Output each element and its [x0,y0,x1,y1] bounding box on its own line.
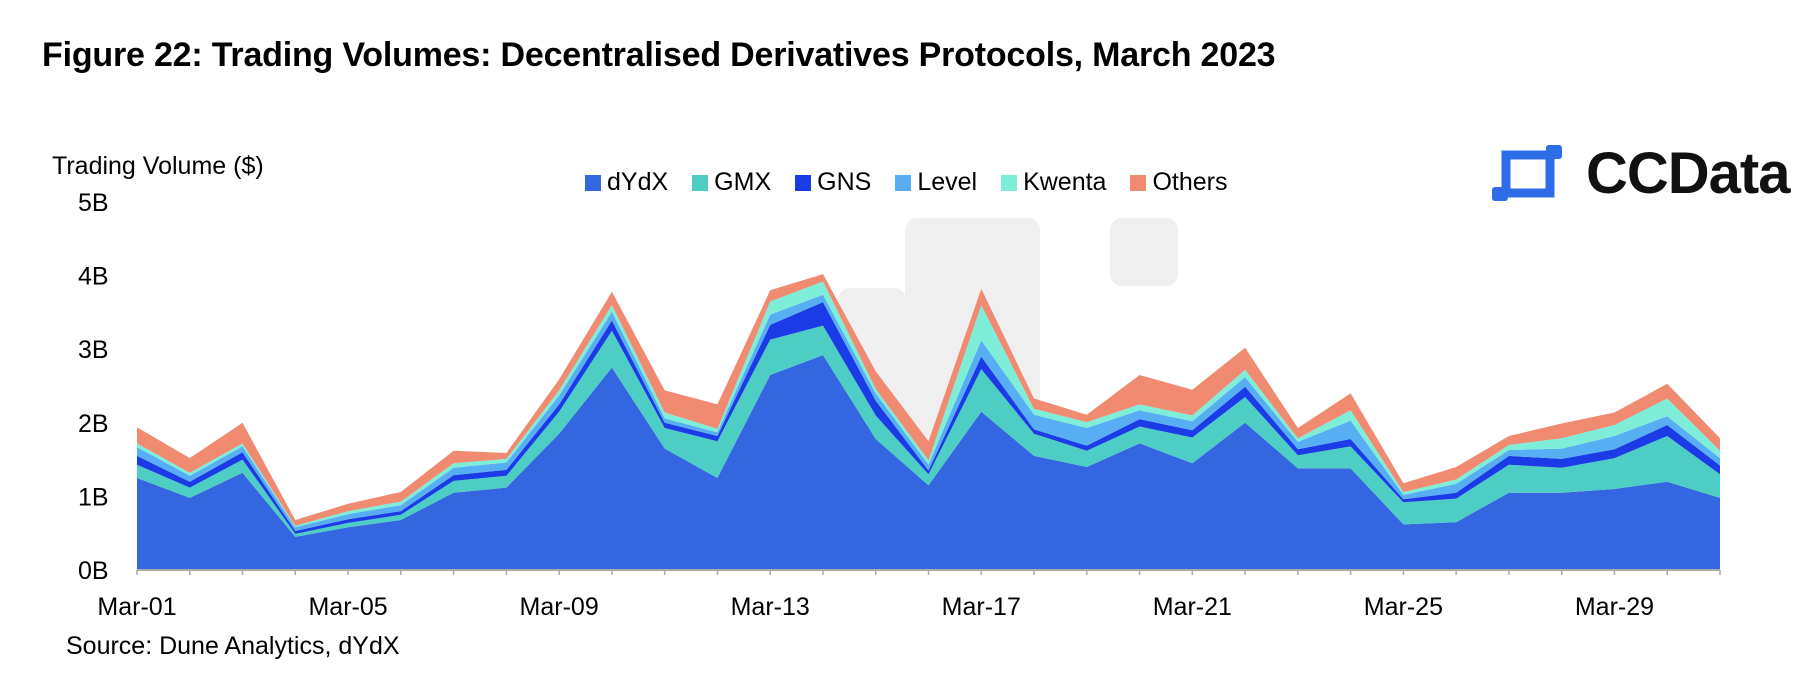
stacked-areas [137,274,1720,570]
legend-label-gns: GNS [817,168,872,196]
legend-label-dydx: dYdX [607,168,669,196]
x-tick-label: Mar-13 [731,593,810,621]
legend-item-others: Others [1130,168,1228,197]
y-tick-label: 2B [78,410,109,438]
legend-swatch-level [895,174,912,191]
legend-label-others: Others [1152,168,1228,196]
chart-axes: 0B 1B 2B 3B 4B 5B Mar-01 Mar-05 Mar-09 Mar-13 Mar-… [78,189,1721,621]
ccdata-logo-text: CCData [1586,141,1790,206]
x-tick-label: Mar-05 [308,593,387,621]
x-tick-label: Mar-25 [1364,593,1443,621]
legend-swatch-kwenta [1001,174,1018,191]
area-dydx [137,355,1720,570]
legend-label-level: Level [917,168,978,196]
legend-swatch-others [1130,174,1147,191]
legend-swatch-gns [795,174,812,191]
x-tick-label: Mar-09 [520,593,599,621]
y-axis-label: Trading Volume ($) [52,152,264,180]
y-tick-label: 4B [78,263,109,291]
legend-item-gns: GNS [795,168,871,197]
x-tick-label: Mar-17 [942,593,1021,621]
x-tick-label: Mar-21 [1153,593,1232,621]
y-tick-label: 5B [78,189,109,217]
source-note: Source: Dune Analytics, dYdX [66,632,400,660]
legend-swatch-gmx [692,174,709,191]
ccdata-logo-icon [1492,144,1562,201]
chart-legend: dYdX GMX GNS Level Kwenta Others [585,168,1228,197]
y-tick-label: 1B [78,483,109,511]
x-tick-label: Mar-29 [1575,593,1654,621]
figure-title: Figure 22: Trading Volumes: Decentralise… [42,36,1276,74]
legend-item-gmx: GMX [692,168,771,197]
y-tick-label: 0B [78,557,109,585]
legend-label-kwenta: Kwenta [1023,168,1107,196]
legend-label-gmx: GMX [714,168,772,196]
legend-item-level: Level [895,168,977,197]
legend-item-kwenta: Kwenta [1001,168,1106,197]
y-tick-label: 3B [78,336,109,364]
x-tick-label: Mar-01 [97,593,176,621]
ccdata-logo: CCData [1492,140,1790,207]
legend-item-dydx: dYdX [585,168,668,197]
legend-swatch-dydx [585,174,601,191]
